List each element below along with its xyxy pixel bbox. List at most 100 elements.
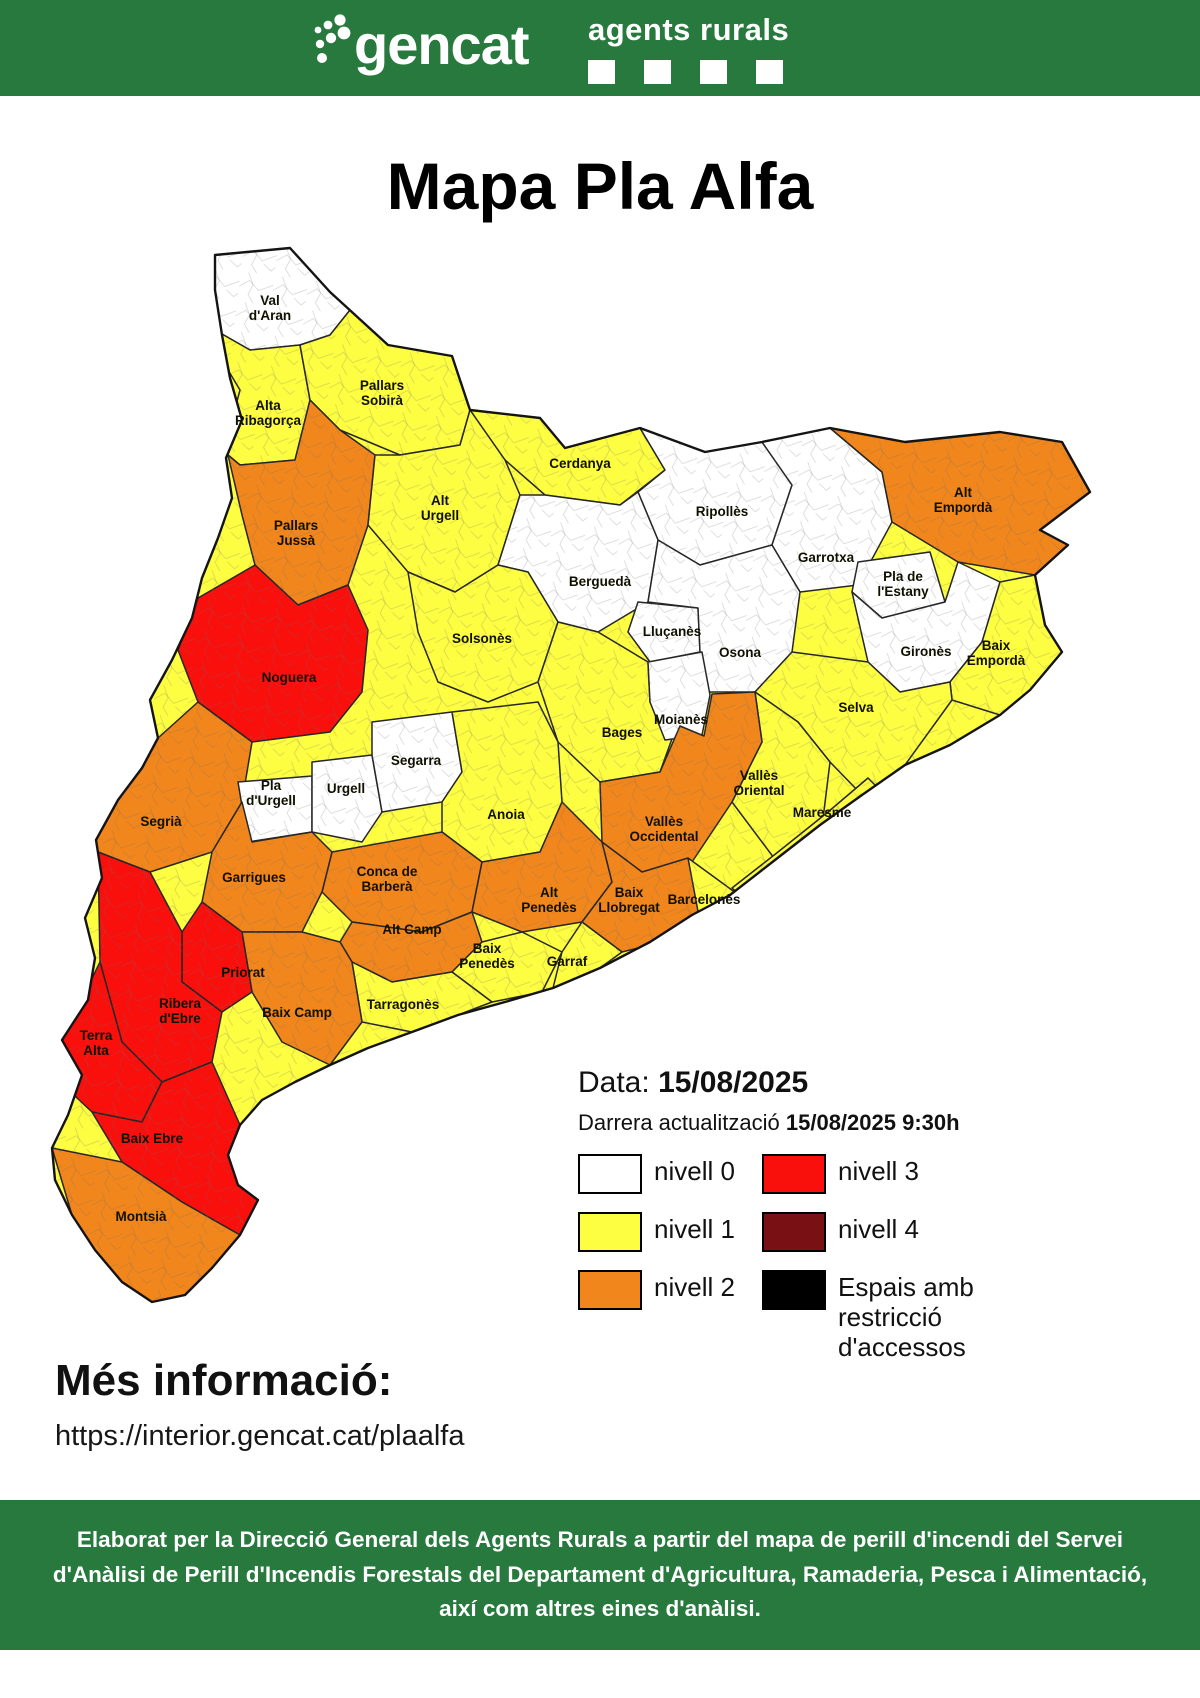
page-title: Mapa Pla Alfa [386, 149, 814, 223]
region-osona [647, 539, 801, 693]
legend-item-restricted: Espais amb restricció d'accessos [762, 1270, 1064, 1363]
region-bages [537, 621, 679, 783]
region-label-cerdanya: Cerdanya [549, 456, 611, 471]
legend-label-nivell-3: nivell 3 [838, 1156, 919, 1186]
legend-label-nivell-0: nivell 0 [654, 1156, 735, 1186]
region-label-girones: Gironès [900, 644, 951, 659]
region-cerdanya [469, 409, 666, 506]
legend-swatch-nivell-2 [578, 1270, 642, 1310]
region-label-garrigues: Garrigues [222, 870, 286, 885]
brand-square [588, 60, 615, 84]
region-label-valles-occidental: Vallès Occidental [629, 814, 698, 844]
region-label-ribera-ebre: Ribera d'Ebre [159, 996, 202, 1026]
region-label-garraf: Garraf [547, 954, 588, 969]
footer-text: Elaborat per la Direcció General dels Ag… [52, 1526, 1148, 1622]
gencat-logo-mark-icon [314, 14, 351, 63]
region-alt-camp [339, 911, 483, 983]
region-pla-urgell [237, 775, 313, 843]
region-garraf [552, 921, 623, 989]
region-label-llucanes: Lluçanès [643, 624, 702, 639]
region-selva [754, 651, 953, 796]
update-line: Darrera actualització 15/08/2025 9:30h [578, 1110, 1064, 1136]
date-value: 15/08/2025 [658, 1066, 809, 1099]
region-girones [851, 561, 1001, 693]
legend-label-nivell-4: nivell 4 [838, 1214, 919, 1244]
region-label-osona: Osona [719, 645, 762, 660]
region-solsones [407, 564, 559, 703]
region-label-maresme: Maresme [793, 805, 852, 820]
brand-squares [588, 60, 789, 84]
region-label-baix-ebre: Baix Ebre [121, 1131, 184, 1146]
region-label-alt-penedes: Alt Penedès [521, 885, 577, 915]
region-label-ripolles: Ripollès [696, 504, 749, 519]
region-garrotxa [761, 427, 893, 593]
region-label-alt-camp: Alt Camp [382, 922, 441, 937]
region-bergueda [497, 491, 659, 633]
region-label-terra-alta: Terra Alta [80, 1028, 113, 1058]
region-label-conca-barbera: Conca de Barberà [357, 864, 418, 894]
date-label: Data: [578, 1066, 650, 1099]
legend-label-nivell-2: nivell 2 [654, 1272, 735, 1302]
region-segarra [371, 711, 463, 813]
region-conca-barbera [321, 831, 483, 933]
region-terra-alta [59, 961, 163, 1123]
legend-item-nivell-4: nivell 4 [762, 1212, 1064, 1252]
region-label-segarra: Segarra [391, 753, 442, 768]
legend-label-nivell-1: nivell 1 [654, 1214, 735, 1244]
region-label-solsones: Solsonès [452, 631, 512, 646]
region-noguera [177, 564, 369, 743]
legend-item-nivell-0: nivell 0 [578, 1154, 762, 1194]
region-label-baix-llobregat: Baix Llobregat [598, 885, 660, 915]
region-label-alta-ribagorca: Alta Ribagorça [235, 398, 302, 428]
brand-square [756, 60, 783, 84]
region-baix-penedes [451, 931, 563, 1003]
region-baix-ebre [91, 1061, 259, 1236]
region-label-segria: Segrià [140, 814, 182, 829]
region-label-val-daran: Val d'Aran [249, 293, 291, 323]
region-montsia [52, 1147, 241, 1302]
region-label-valles-oriental: Vallès Oriental [733, 768, 784, 798]
region-label-urgell: Urgell [327, 781, 365, 796]
region-label-priorat: Priorat [221, 965, 265, 980]
brand-square [644, 60, 671, 84]
footer-bar: Elaborat per la Direcció General dels Ag… [0, 1500, 1200, 1650]
region-alt-urgell [367, 409, 521, 593]
region-baix-camp [241, 931, 363, 1066]
region-alt-penedes [471, 801, 613, 933]
region-baix-llobregat [581, 841, 703, 953]
more-info-url[interactable]: https://interior.gencat.cat/plaalfa [55, 1420, 465, 1452]
region-label-pallars-sobira: Pallars Sobirà [360, 378, 404, 408]
agents-rurals-brand: agents rurals [588, 12, 789, 84]
region-llucanes [627, 601, 701, 663]
region-label-selva: Selva [838, 700, 874, 715]
region-garrigues [201, 801, 333, 933]
region-label-anoia: Anoia [487, 807, 525, 822]
region-label-moianes: Moianès [654, 712, 708, 727]
region-barcelones [687, 857, 737, 923]
region-label-tarragones: Tarragonès [367, 997, 440, 1012]
region-valles-oriental [731, 691, 831, 863]
legend-swatch-nivell-4 [762, 1212, 826, 1252]
update-value: 15/08/2025 9:30h [785, 1110, 960, 1135]
region-anoia [441, 701, 563, 863]
more-info-block: Més informació: https://interior.gencat.… [55, 1356, 464, 1453]
gencat-logo-text: gencat [354, 13, 529, 76]
region-label-baix-penedes: Baix Penedès [459, 941, 515, 971]
legend-swatch-nivell-3 [762, 1154, 826, 1194]
region-label-baix-emporda: Baix Empordà [967, 638, 1026, 668]
region-val-daran [199, 248, 351, 351]
region-segria [83, 701, 253, 873]
region-label-montsia: Montsià [115, 1209, 166, 1224]
region-tarragones [351, 961, 493, 1033]
region-label-alt-emporda: Alt Empordà [934, 485, 993, 515]
legend-swatch-restricted [762, 1270, 826, 1310]
region-moianes [647, 651, 711, 741]
region-priorat [181, 901, 253, 1013]
region-ripolles [637, 427, 793, 566]
region-label-bages: Bages [602, 725, 643, 740]
region-pla-estany [851, 551, 946, 619]
update-label: Darrera actualització [578, 1110, 780, 1135]
region-label-bergueda: Berguedà [569, 574, 632, 589]
legend-item-restriccio: nivell 2 [578, 1270, 762, 1363]
